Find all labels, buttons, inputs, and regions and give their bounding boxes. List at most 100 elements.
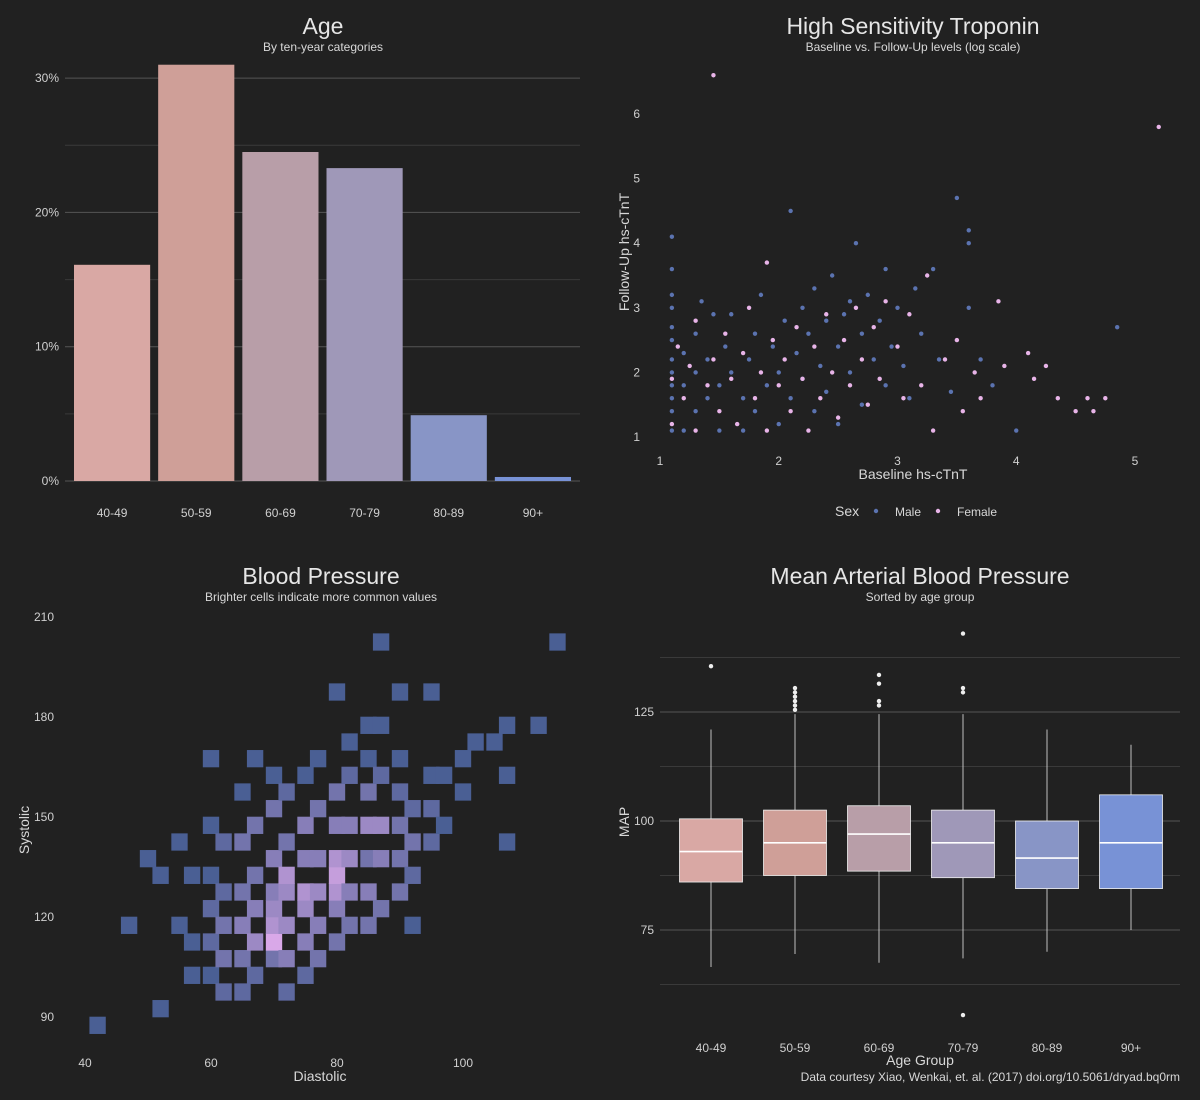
bp-heatmap-cell [423,683,440,701]
bp-heatmap-cell [423,800,440,818]
age-x-tick-label: 60-69 [265,506,296,520]
bp-heatmap-cell [202,966,220,984]
data-source-caption: Data courtesy Xiao, Wenkai, et. al. (201… [800,1070,1180,1084]
bp-heatmap-cell [309,800,327,818]
troponin-y-tick-label: 1 [633,430,640,444]
bp-heatmap-cell [215,916,232,934]
bp-x-tick-label: 60 [204,1056,218,1070]
bp-heatmap-cell [341,916,358,934]
map-chart-title: Mean Arterial Blood Pressure [770,563,1070,589]
age-x-tick-label: 70-79 [349,506,380,520]
troponin-point-male [681,383,686,388]
bp-heatmap-cell [246,933,264,951]
troponin-point-female [978,396,983,401]
troponin-point-male [669,266,675,272]
troponin-point-female [711,357,716,362]
age-bar [74,264,151,481]
troponin-point-male [907,396,912,401]
map-box [847,805,911,872]
troponin-point-female [693,318,698,323]
troponin-point-female [746,305,752,310]
troponin-point-female [883,299,888,304]
map-y-axis-label: MAP [616,807,632,837]
troponin-x-axis-label: Baseline hs-cTnT [859,466,968,482]
troponin-y-tick-label: 2 [633,365,640,379]
troponin-point-female [693,428,698,433]
map-x-tick-label: 70-79 [948,1041,979,1055]
bp-heatmap-cell [309,950,327,968]
bp-heatmap-cell [372,633,390,651]
troponin-point-female [1091,408,1096,414]
bp-y-axis-label: Systolic [16,806,32,854]
map-outlier-point [876,703,882,708]
map-x-tick-label: 50-59 [780,1041,811,1055]
map-outlier-point [792,703,798,708]
troponin-point-female [942,357,948,362]
troponin-point-male [693,408,698,414]
troponin-point-female [788,408,793,414]
troponin-chart-title: High Sensitivity Troponin [786,13,1040,39]
map-chart-subtitle: Sorted by age group [865,590,975,604]
bp-heatmap-cell [183,866,201,884]
bp-heatmap-cell [404,800,421,818]
troponin-point-male [812,286,817,291]
troponin-point-female [770,337,776,343]
age-y-tick-label: 10% [35,340,59,354]
troponin-point-female [782,357,787,362]
troponin-point-male [847,299,853,304]
age-bar [326,168,403,481]
bp-heatmap-cell [435,766,453,784]
troponin-point-female [847,383,853,388]
map-x-tick-label: 60-69 [864,1041,895,1055]
bp-heatmap-cell [360,783,377,801]
troponin-point-male [948,389,954,394]
troponin-point-female [776,383,781,388]
bp-x-tick-label: 100 [453,1056,473,1070]
map-box [1099,794,1163,889]
bp-heatmap-cell [234,783,251,801]
troponin-point-male [877,318,882,323]
troponin-legend-label-male: Male [895,505,921,519]
bp-heatmap-cell [341,850,358,868]
age-x-tick-label: 40-49 [97,506,128,520]
bp-heatmap-cell [372,850,390,868]
map-outlier-point [792,698,798,704]
troponin-point-female [818,396,823,401]
troponin-point-female [930,428,936,433]
bp-heatmap-cell [202,750,220,768]
troponin-point-female [895,344,900,349]
troponin-point-male [669,357,675,362]
bp-y-tick-label: 90 [41,1010,55,1024]
troponin-x-tick-label: 4 [1013,454,1020,468]
troponin-y-axis-label: Follow-Up hs-cTnT [616,192,632,311]
troponin-point-female [806,428,811,433]
troponin-point-female [1073,408,1078,414]
bp-heatmap-cell [391,750,409,768]
troponin-point-female [1031,376,1037,382]
map-outlier-point [792,690,798,695]
troponin-point-male [812,408,817,414]
troponin-point-male [871,357,876,362]
troponin-point-male [770,344,776,349]
bp-heatmap-cell [328,783,346,801]
map-outlier-point [708,664,714,669]
troponin-point-female [1156,124,1161,130]
troponin-y-tick-label: 3 [633,301,640,315]
bp-heatmap-cell [498,766,516,784]
bp-heatmap-cell [278,783,295,801]
troponin-point-male [705,396,710,401]
bp-heatmap-cell [498,833,516,851]
troponin-point-female [675,344,681,349]
bp-heatmap-cell [372,716,390,734]
bp-heatmap-cell [278,950,295,968]
troponin-point-male [919,331,924,336]
map-outlier-point [792,694,798,699]
map-x-tick-label: 40-49 [696,1041,727,1055]
bp-heatmap-cell [234,916,251,934]
troponin-x-tick-label: 3 [894,454,901,468]
troponin-point-female [681,396,686,401]
bp-heatmap-cell [297,933,314,951]
troponin-legend-label-female: Female [957,505,997,519]
troponin-point-male [835,421,841,427]
